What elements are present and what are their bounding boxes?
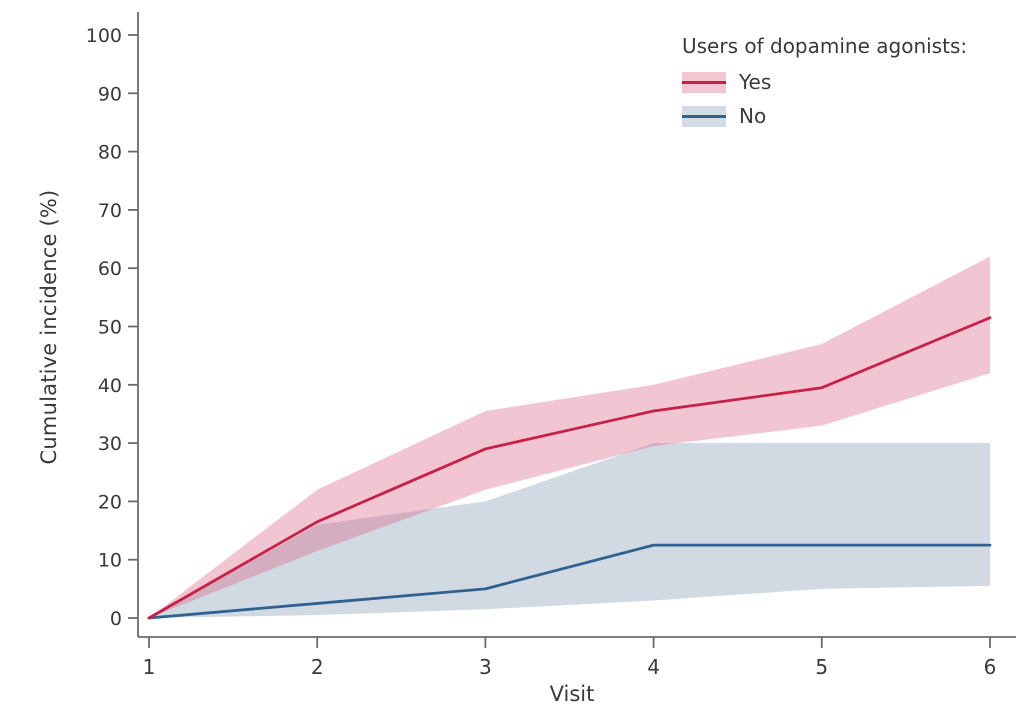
y-tick-label: 80 <box>98 142 122 164</box>
y-tick-label: 100 <box>86 25 122 47</box>
x-tick-label: 6 <box>984 655 997 679</box>
legend: Users of dopamine agonists: Yes No <box>682 34 968 128</box>
yes-line-swatch <box>682 80 726 84</box>
yes-confidence-band <box>149 256 990 618</box>
x-tick-label: 2 <box>311 655 324 679</box>
x-tick-label: 4 <box>647 655 660 679</box>
x-tick-label: 5 <box>815 655 828 679</box>
no-line-swatch <box>682 114 726 118</box>
y-tick-label: 60 <box>98 258 122 280</box>
x-tick-label: 3 <box>479 655 492 679</box>
y-tick-label: 10 <box>98 550 122 572</box>
legend-label-yes: Yes <box>739 70 772 94</box>
yes-line <box>147 316 992 620</box>
y-axis-title: Cumulative incidence (%) <box>37 189 61 465</box>
no-band-swatch <box>682 105 726 127</box>
legend-item-no: No <box>682 104 967 128</box>
x-tick-label: 1 <box>143 655 156 679</box>
yes-band-swatch <box>682 71 726 93</box>
legend-item-yes: Yes <box>682 70 967 94</box>
x-axis-title: Visit <box>549 682 595 706</box>
legend-label-no: No <box>739 104 767 128</box>
y-tick-label: 20 <box>98 491 122 513</box>
y-tick-label: 30 <box>98 433 122 455</box>
y-tick-label: 40 <box>98 375 122 397</box>
legend-title: Users of dopamine agonists: <box>682 34 968 58</box>
y-tick-label: 70 <box>98 200 122 222</box>
y-tick-label: 90 <box>98 83 122 105</box>
no-line <box>147 543 992 620</box>
y-tick-label: 0 <box>110 608 122 630</box>
no-confidence-band <box>149 443 990 618</box>
y-tick-label: 50 <box>98 317 122 339</box>
